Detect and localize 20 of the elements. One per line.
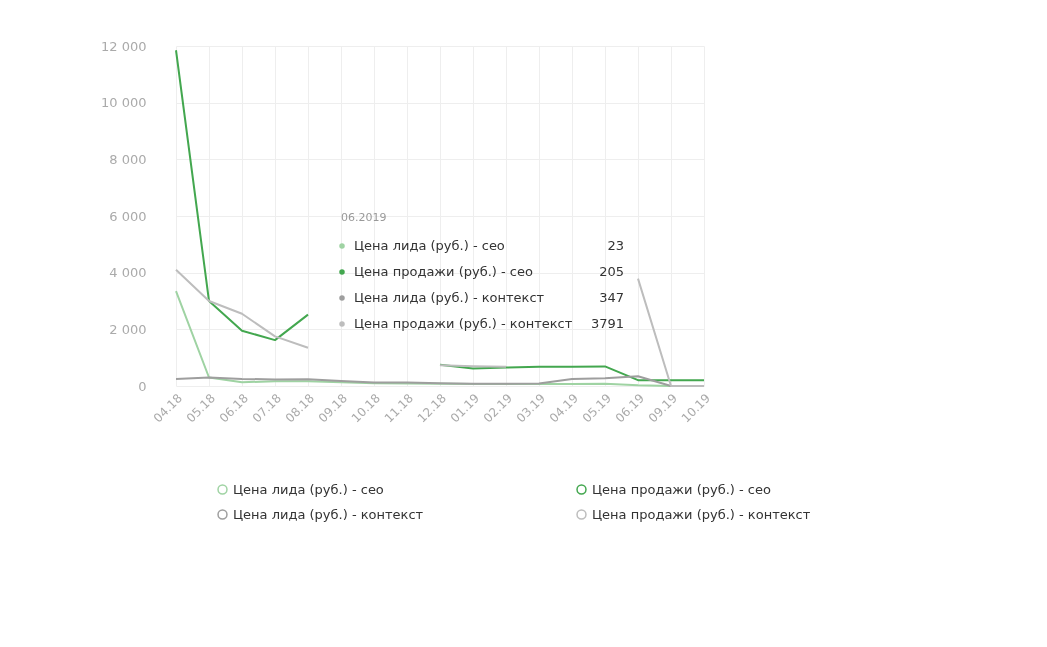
annotation: Цена продажи (руб.) - сео (354, 264, 533, 279)
legend-label: Цена лида (руб.) - сео (233, 481, 384, 497)
annotation: 205 (599, 264, 624, 279)
legend-label: Цена продажи (руб.) - контекст (592, 506, 811, 522)
annotation: 06.2019 (341, 211, 387, 224)
legend-label: Цена лида (руб.) - контекст (233, 506, 424, 522)
y-tick-label: 10 000 (101, 95, 147, 111)
annotation: 347 (599, 290, 624, 305)
annotation: Цена лида (руб.) - контекст (354, 290, 545, 305)
annotation: Цена продажи (руб.) - контекст (354, 316, 573, 331)
annotation: 3791 (590, 316, 624, 331)
y-tick-label: 0 (138, 378, 147, 394)
annotation: 23 (607, 238, 624, 253)
y-tick-label: 4 000 (109, 265, 147, 281)
legend-label: Цена продажи (руб.) - сео (592, 481, 771, 497)
y-tick-label: 2 000 (109, 321, 147, 337)
y-tick-label: 6 000 (109, 208, 147, 224)
y-tick-label: 12 000 (101, 38, 147, 54)
annotation: Цена лида (руб.) - сео (354, 238, 505, 253)
y-tick-label: 8 000 (109, 151, 147, 167)
